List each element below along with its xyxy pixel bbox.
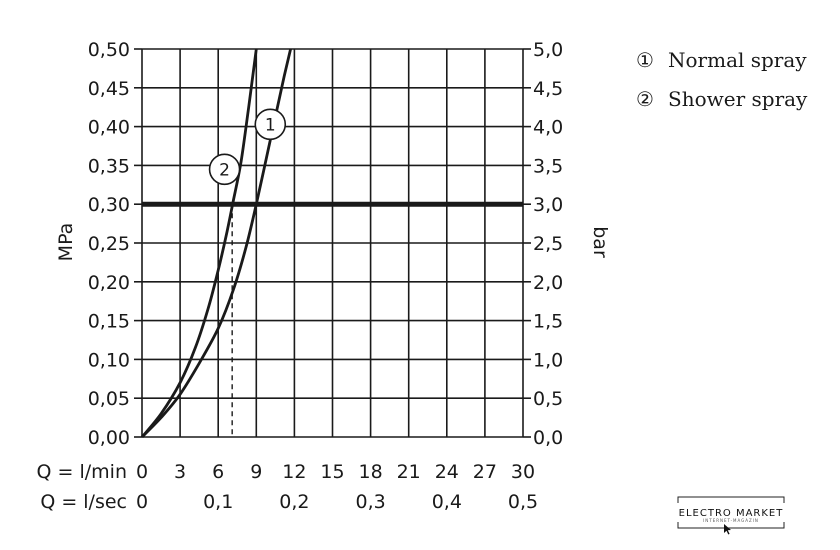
y-tick-label-left: 0,30: [88, 194, 130, 216]
x-tick-label-lsec: 0,1: [203, 491, 233, 513]
x-tick-label-lmin: 18: [359, 461, 383, 483]
logo-text: ELECTRO MARKET: [679, 508, 784, 519]
reference-layer: [142, 201, 523, 437]
y-tick-label-left: 0,15: [88, 311, 130, 333]
y-tick-label-right: 4,0: [533, 117, 563, 139]
y-tick-label-right: 2,0: [533, 272, 563, 294]
x-tick-label-lsec: 0: [136, 491, 148, 513]
series-line-normal-spray: [141, 48, 292, 438]
x-tick-label-lmin: 6: [212, 461, 224, 483]
series-marker-circle-normal-spray: [254, 108, 287, 141]
y-tick-label-right: 1,5: [533, 311, 563, 333]
y-tick-label-right: 1,0: [533, 349, 563, 371]
y-tick-label-right: 5,0: [533, 39, 563, 61]
y-tick-label-left: 0,10: [88, 349, 130, 371]
logo-frame: [677, 496, 785, 529]
x-tick-label-lmin: 24: [435, 461, 459, 483]
logo-subtext: INTERNET-MAGAZIN: [703, 518, 759, 523]
y-tick-label-left: 0,45: [88, 78, 130, 100]
cursor-icon: [724, 524, 731, 535]
series-marker-circle-shower-spray: [208, 153, 241, 186]
y-tick-label-left: 0,25: [88, 233, 130, 255]
series-line-shower-spray: [140, 48, 258, 438]
x-axis-row-label-lsec: Q = l/sec: [40, 491, 127, 513]
y-tick-label-right: 3,0: [533, 194, 563, 216]
x-tick-label-lmin: 30: [511, 461, 535, 483]
x-tick-label-lmin: 3: [174, 461, 186, 483]
y-tick-label-right: 4,5: [533, 78, 563, 100]
x-tick-label-lsec: 0,3: [355, 491, 385, 513]
x-tick-label-lmin: 27: [473, 461, 497, 483]
y-tick-label-left: 0,40: [88, 117, 130, 139]
y-tick-label-right: 3,5: [533, 155, 563, 177]
x-tick-label-lmin: 9: [250, 461, 262, 483]
x-tick-label-lsec: 0,4: [432, 491, 462, 513]
legend-marker-shower-spray: ②: [636, 87, 654, 111]
x-tick-label-lmin: 21: [397, 461, 421, 483]
logo: ELECTRO MARKET INTERNET-MAGAZIN: [677, 496, 785, 535]
y-tick-label-left: 0,20: [88, 272, 130, 294]
series-marker-label-shower-spray: 2: [219, 160, 230, 180]
y-tick-label-left: 0,50: [88, 39, 130, 61]
legend-label-normal-spray: Normal spray: [668, 48, 807, 72]
x-tick-label-lmin: 12: [282, 461, 306, 483]
y-tick-label-left: 0,05: [88, 388, 130, 410]
x-tick-label-lsec: 0,5: [508, 491, 538, 513]
chart-grid: [134, 48, 531, 438]
y-tick-label-left: 0,35: [88, 155, 130, 177]
x-tick-label-lmin: 0: [136, 461, 148, 483]
y-axis-title-left: MPa: [55, 223, 77, 262]
y-axis-title-right: bar: [589, 226, 611, 258]
legend-marker-normal-spray: ①: [636, 48, 654, 72]
y-tick-label-right: 0,5: [533, 388, 563, 410]
series-layer: [140, 48, 292, 438]
legend-label-shower-spray: Shower spray: [668, 87, 808, 111]
x-tick-label-lsec: 0,2: [279, 491, 309, 513]
x-axis-row-label-lmin: Q = l/min: [37, 461, 127, 483]
y-tick-label-right: 2,5: [533, 233, 563, 255]
y-tick-label-right: 0,0: [533, 427, 563, 449]
series-marker-label-normal-spray: 1: [265, 115, 276, 135]
series-marker-layer: 12: [208, 108, 287, 186]
legend: ① Normal spray ② Shower spray: [636, 48, 808, 111]
x-tick-label-lmin: 15: [320, 461, 344, 483]
y-tick-label-left: 0,00: [88, 427, 130, 449]
tick-label-layer: 0,000,050,100,150,200,250,300,350,400,45…: [37, 39, 564, 513]
